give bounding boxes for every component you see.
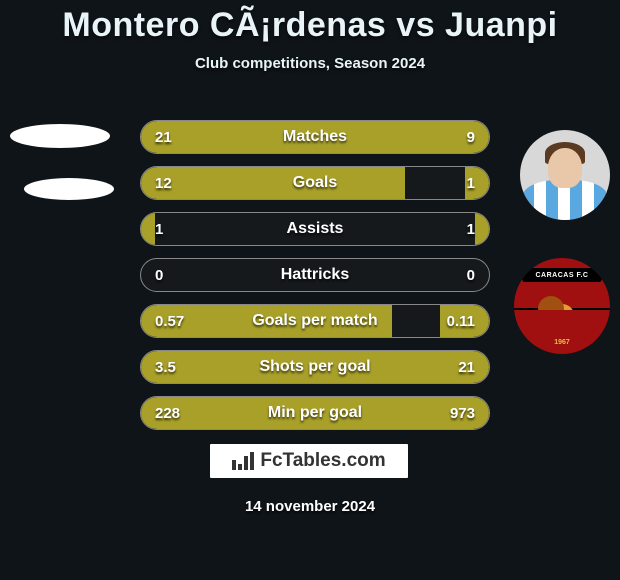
player-portrait-right <box>520 130 610 220</box>
stat-row: 219Matches <box>140 120 490 154</box>
stat-label: Hattricks <box>141 259 489 291</box>
page-title: Montero CÃ¡rdenas vs Juanpi <box>0 0 620 45</box>
stat-row: 3.521Shots per goal <box>140 350 490 384</box>
stat-label: Min per goal <box>141 397 489 429</box>
club-logo-top-text: CARACAS F.C <box>522 268 603 282</box>
page-subtitle: Club competitions, Season 2024 <box>0 55 620 72</box>
stat-row: 00Hattricks <box>140 258 490 292</box>
branding-box: FcTables.com <box>210 444 408 478</box>
stat-label: Assists <box>141 213 489 245</box>
placeholder-ellipse <box>24 178 114 200</box>
branding-text: FcTables.com <box>260 450 385 472</box>
club-logo-bottom-text: 1967 <box>514 310 610 354</box>
stat-label: Goals per match <box>141 305 489 337</box>
stat-row: 11Assists <box>140 212 490 246</box>
bar-chart-icon <box>232 452 254 470</box>
stat-label: Matches <box>141 121 489 153</box>
stat-row: 228973Min per goal <box>140 396 490 430</box>
placeholder-ellipse <box>10 124 110 148</box>
stat-row: 0.570.11Goals per match <box>140 304 490 338</box>
club-logo: CARACAS F.C 1967 <box>514 258 610 354</box>
stat-row: 121Goals <box>140 166 490 200</box>
stat-label: Goals <box>141 167 489 199</box>
date-label: 14 november 2024 <box>0 498 620 515</box>
stats-container: 219Matches 121Goals 11Assists 00Hattricks 0.… <box>140 120 490 442</box>
stat-label: Shots per goal <box>141 351 489 383</box>
